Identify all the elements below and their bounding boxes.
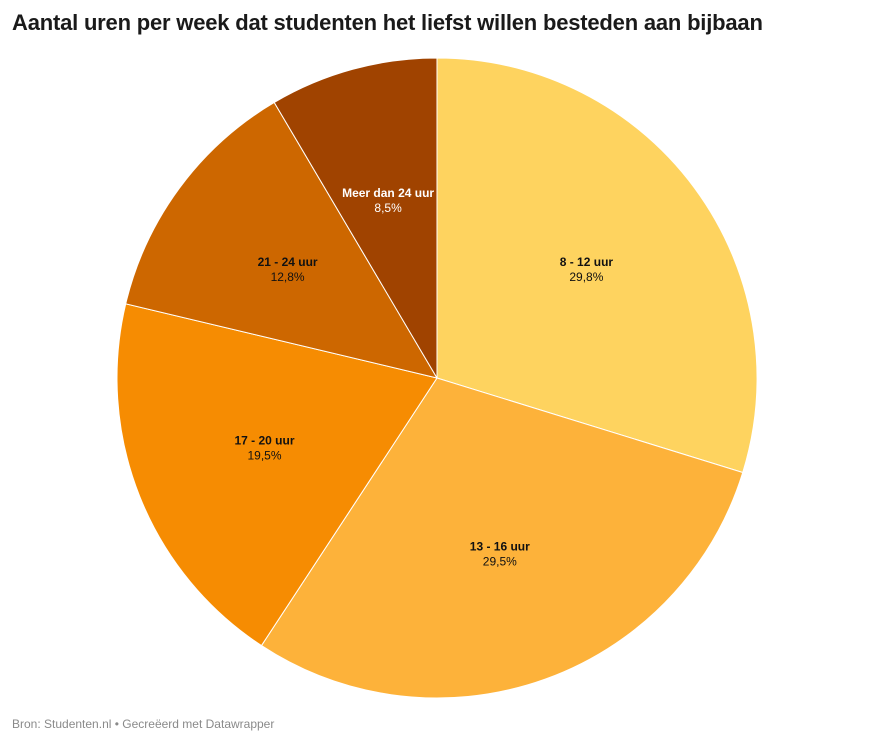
pie-slice-13-16-uur: [260, 377, 744, 699]
slice-value-8-12-uur: 29,8%: [569, 270, 603, 284]
pie-slice-17-20-uur: [116, 303, 438, 647]
pie-slices: [116, 57, 758, 699]
chart-footer: Bron: Studenten.nl • Gecreëerd met Dataw…: [12, 717, 275, 731]
pie-slice-21-24-uur: [125, 101, 438, 379]
slice-value-meer-dan-24-uur: 8,5%: [374, 201, 402, 215]
slice-label-8-12-uur: 8 - 12 uur: [560, 255, 614, 269]
pie-slice-8-12-uur: [436, 57, 758, 473]
slice-value-13-16-uur: 29,5%: [483, 555, 517, 569]
slice-label-meer-dan-24-uur: Meer dan 24 uur: [342, 186, 434, 200]
pie-slice-meer-dan-24-uur: [273, 57, 438, 379]
slice-value-17-20-uur: 19,5%: [247, 449, 281, 463]
chart-title: Aantal uren per week dat studenten het l…: [12, 10, 763, 35]
slice-label-13-16-uur: 13 - 16 uur: [470, 540, 530, 554]
slice-label-21-24-uur: 21 - 24 uur: [258, 255, 318, 269]
slice-value-21-24-uur: 12,8%: [271, 270, 305, 284]
slice-label-17-20-uur: 17 - 20 uur: [234, 434, 294, 448]
